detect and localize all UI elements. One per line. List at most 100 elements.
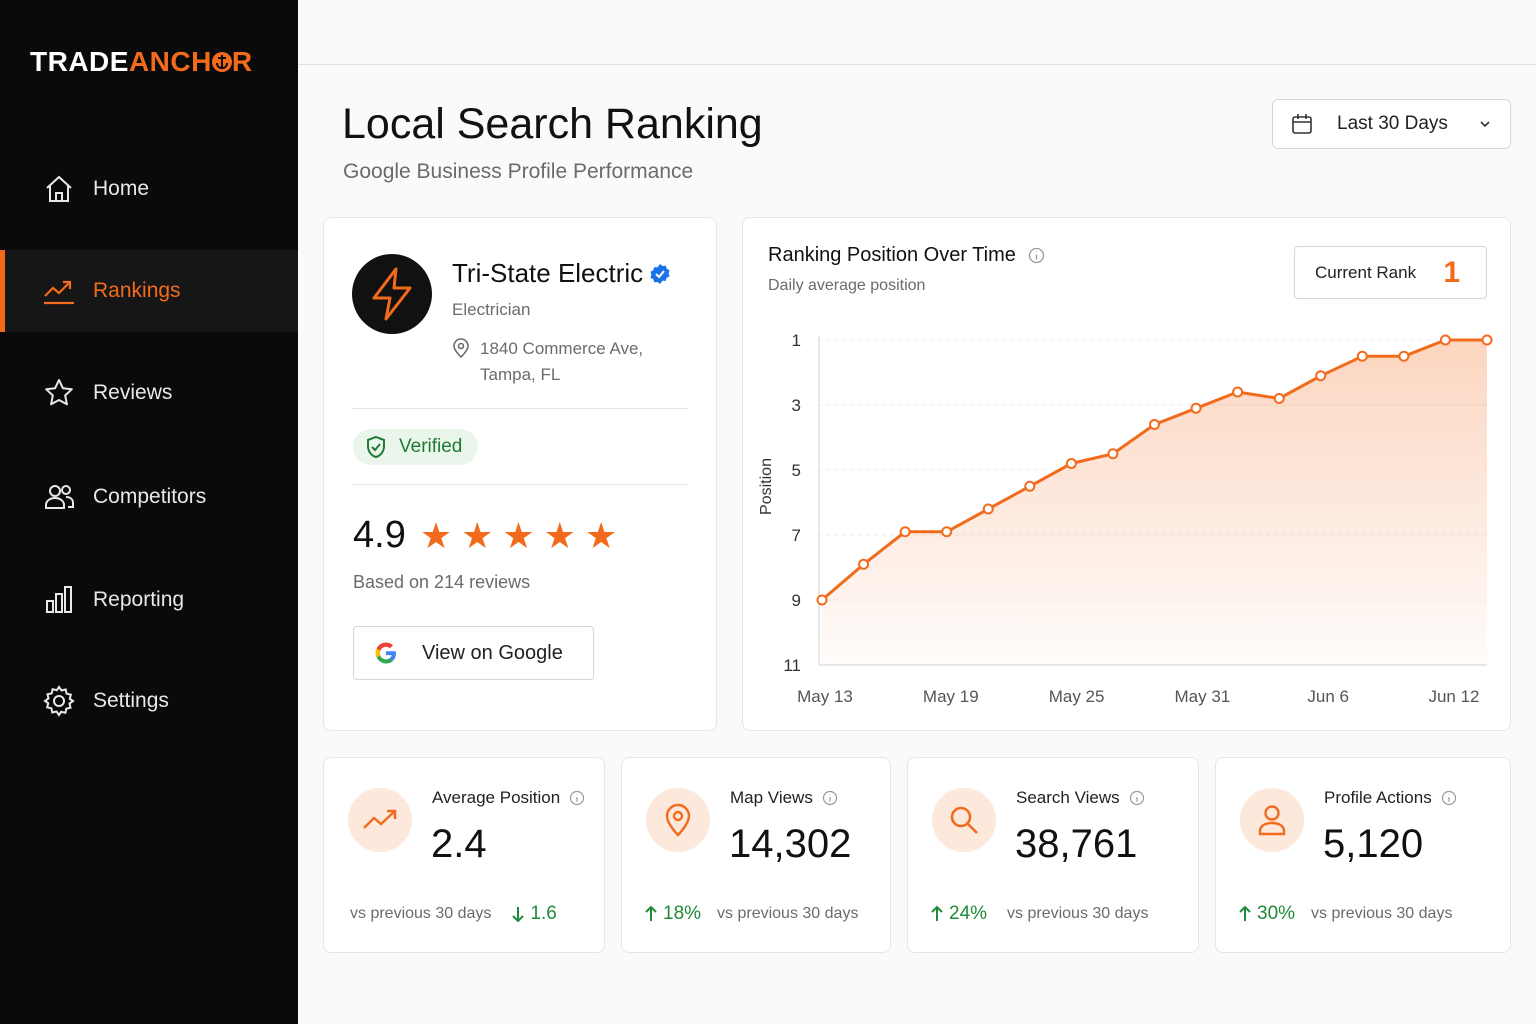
stat-compare-text: vs previous 30 days — [717, 905, 859, 922]
info-icon[interactable] — [1129, 790, 1145, 806]
page-subtitle: Google Business Profile Performance — [343, 160, 694, 183]
info-icon[interactable] — [569, 790, 585, 806]
stat-label: Average Position — [432, 788, 585, 808]
business-profile-card: Tri-State Electric Electrician 1840 Comm… — [323, 217, 717, 731]
view-on-google-button[interactable]: View on Google — [353, 626, 594, 680]
sidebar-item-home[interactable]: Home — [0, 148, 298, 230]
star-icon — [42, 376, 76, 410]
stat-delta-value: 30% — [1257, 903, 1296, 924]
rating-value: 4.9 — [353, 514, 406, 556]
sidebar-item-settings[interactable]: Settings — [0, 660, 298, 742]
trending-up-icon — [348, 788, 412, 852]
home-icon — [42, 172, 76, 206]
series-area — [822, 340, 1487, 665]
review-count: Based on 214 reviews — [353, 572, 531, 592]
star-icon: ★ — [502, 514, 535, 556]
star-icon: ★ — [419, 514, 453, 556]
map-pin-icon — [452, 338, 470, 388]
verified-badge: Verified — [353, 429, 479, 465]
data-point — [816, 594, 828, 606]
sidebar-item-competitors[interactable]: Competitors — [0, 456, 298, 538]
stat-compare-text: vs previous 30 days — [1007, 905, 1149, 922]
date-range-value: Last 30 Days — [1337, 113, 1448, 134]
x-tick-label: Jun 12 — [1428, 687, 1479, 706]
stat-delta-value: 18% — [663, 903, 702, 924]
sidebar-item-label: Settings — [93, 689, 169, 712]
business-category: Electrician — [452, 300, 531, 319]
address-line-2: Tampa, FL — [480, 365, 561, 384]
x-tick-label: May 31 — [1175, 687, 1231, 706]
x-tick-label: May 13 — [797, 687, 853, 706]
sidebar-item-label: Reviews — [93, 381, 173, 404]
stat-label-text: Search Views — [1016, 788, 1120, 807]
sidebar-item-reviews[interactable]: Reviews — [0, 352, 298, 434]
sidebar-item-label: Rankings — [93, 279, 181, 302]
info-icon[interactable] — [822, 790, 838, 806]
map-pin-icon — [646, 788, 710, 852]
stat-card-search-views: Search Views 38,761 24% vs previous 30 d… — [907, 757, 1199, 953]
y-tick-label: 3 — [792, 396, 801, 415]
star-icon: ★ — [584, 514, 618, 556]
stat-footer: 24% vs previous 30 days — [930, 903, 1148, 925]
data-point — [941, 526, 953, 538]
stat-footer: 30% vs previous 30 days — [1238, 903, 1452, 925]
lightning-icon — [372, 267, 412, 321]
stat-card-profile-actions: Profile Actions 5,120 30% vs previous 30… — [1215, 757, 1511, 953]
business-logo — [352, 254, 432, 334]
stat-value: 14,302 — [729, 822, 852, 866]
stat-label: Search Views — [1016, 788, 1145, 808]
info-icon[interactable] — [1028, 247, 1045, 264]
current-rank-label: Current Rank — [1315, 262, 1417, 282]
google-icon — [374, 641, 398, 665]
sidebar-item-reporting[interactable]: Reporting — [0, 559, 298, 641]
stat-value: 38,761 — [1015, 822, 1138, 866]
trending-up-icon — [42, 274, 76, 308]
view-on-google-label: View on Google — [422, 641, 563, 664]
chart-title: Ranking Position Over Time — [768, 244, 1045, 267]
business-name-text: Tri-State Electric — [452, 258, 644, 288]
page-title: Local Search Ranking — [342, 100, 763, 148]
date-range-select[interactable]: Last 30 Days — [1272, 99, 1511, 149]
stat-compare-text: vs previous 30 days — [1311, 905, 1453, 922]
stat-label: Map Views — [730, 788, 838, 808]
data-point — [899, 526, 911, 538]
arrow-up-icon — [1238, 905, 1252, 923]
stat-delta: 1.6 — [511, 903, 557, 925]
stat-card-average-position: Average Position 2.4 vs previous 30 days… — [323, 757, 605, 953]
stat-delta-value: 1.6 — [530, 903, 557, 924]
rating-stars: ★ ★ ★ ★ ★ — [419, 514, 618, 556]
data-point — [1481, 334, 1493, 346]
anchor-icon — [211, 49, 232, 73]
rating-row: 4.9 ★ ★ ★ ★ ★ — [353, 514, 617, 557]
stat-value: 2.4 — [431, 822, 487, 866]
search-icon — [932, 788, 996, 852]
current-rank-value: 1 — [1443, 255, 1460, 289]
stat-label-text: Profile Actions — [1324, 788, 1432, 807]
x-tick-label: May 25 — [1049, 687, 1105, 706]
brand-logo[interactable]: TRADEANCH R — [30, 46, 253, 78]
sidebar-item-rankings[interactable]: Rankings — [0, 250, 298, 332]
brand-name-part3: R — [231, 46, 253, 77]
y-tick-label: 7 — [792, 526, 801, 545]
info-icon[interactable] — [1441, 790, 1457, 806]
data-point — [1232, 386, 1244, 398]
data-point — [1149, 419, 1160, 430]
sidebar-item-label: Home — [93, 177, 150, 200]
calendar-icon — [1291, 113, 1313, 135]
data-point — [1356, 350, 1368, 362]
y-tick-label: 1 — [792, 331, 801, 350]
divider — [352, 484, 688, 485]
star-icon: ★ — [461, 514, 494, 556]
stat-label-text: Map Views — [730, 788, 813, 807]
stat-footer: 18% vs previous 30 days — [644, 903, 858, 925]
users-icon — [42, 480, 76, 514]
stat-card-map-views: Map Views 14,302 18% vs previous 30 days — [621, 757, 891, 953]
y-axis-label: Position — [758, 458, 775, 515]
shield-check-icon — [365, 435, 387, 459]
chart-subtitle: Daily average position — [768, 277, 926, 294]
business-address: 1840 Commerce Ave, Tampa, FL — [452, 336, 643, 388]
sidebar: TRADEANCH R Home Rankings Reviews Compet… — [0, 0, 298, 1024]
chart-title-text: Ranking Position Over Time — [768, 244, 1016, 266]
business-name: Tri-State Electric — [452, 258, 671, 289]
arrow-up-icon — [644, 905, 658, 923]
